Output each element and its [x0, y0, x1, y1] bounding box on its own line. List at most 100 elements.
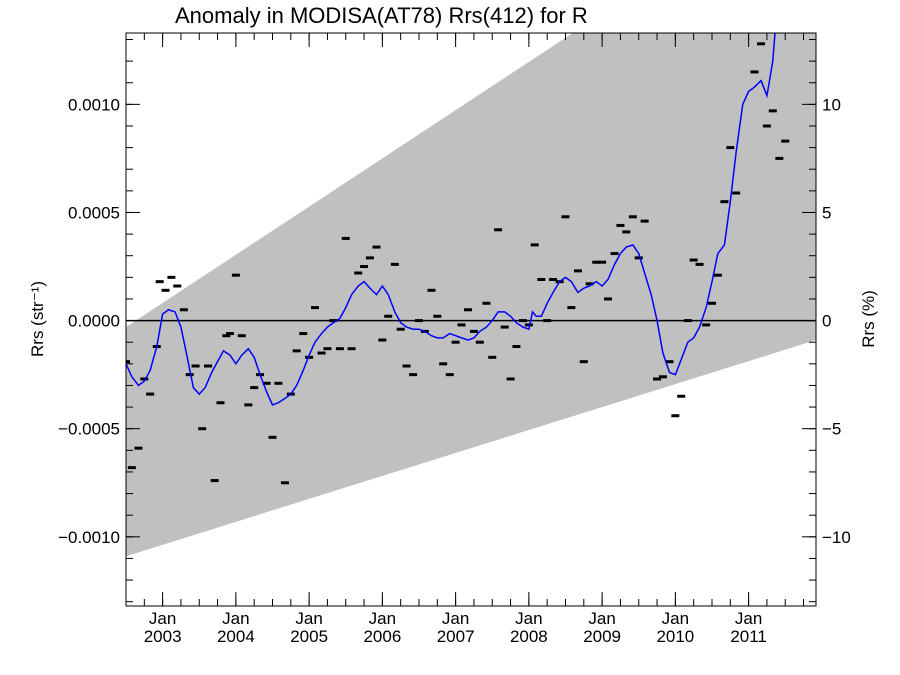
data-point: [567, 306, 576, 310]
data-point: [671, 414, 680, 418]
data-point: [140, 377, 149, 381]
x-tick-label-year: 2006: [363, 627, 401, 646]
axes: 0.0010 0.0005 0.0000 −0.0005 −0.0010 10 5 0 −5 −1…: [58, 33, 851, 646]
data-point: [433, 314, 442, 318]
data-point: [579, 360, 588, 364]
y-tick-label-right: −10: [822, 528, 851, 547]
x-tick-label-month: Jan: [149, 609, 176, 628]
data-point: [653, 377, 662, 381]
data-point: [250, 386, 259, 390]
x-tick-label-month: Jan: [442, 609, 469, 628]
data-point: [134, 446, 143, 450]
data-point: [677, 394, 686, 398]
data-point: [231, 273, 240, 277]
x-tick-label-year: 2003: [144, 627, 182, 646]
data-point: [204, 364, 213, 368]
data-point: [665, 360, 674, 364]
data-point: [488, 355, 497, 359]
data-point: [500, 325, 509, 329]
y-tick-label-right: 5: [822, 203, 831, 222]
data-point: [222, 334, 231, 338]
x-tick-label-year: 2005: [290, 627, 328, 646]
data-point: [360, 265, 369, 269]
data-point: [210, 479, 219, 483]
data-point: [543, 319, 552, 323]
data-point: [494, 228, 503, 232]
x-tick-label-month: Jan: [369, 609, 396, 628]
data-point: [506, 377, 515, 381]
data-point: [622, 230, 631, 234]
data-point: [689, 258, 698, 262]
data-point: [335, 347, 344, 351]
data-point: [262, 381, 271, 385]
data-point: [198, 427, 207, 431]
data-point: [592, 260, 601, 264]
data-point: [354, 271, 363, 275]
data-point: [414, 319, 423, 323]
data-point: [585, 282, 594, 286]
data-point: [451, 340, 460, 344]
data-point: [775, 156, 784, 160]
data-point: [610, 252, 619, 256]
data-point: [365, 256, 374, 260]
data-point: [317, 351, 326, 355]
plot-frame: [125, 32, 817, 607]
x-tick-label-year: 2007: [437, 627, 475, 646]
data-point: [573, 269, 582, 273]
data-point: [372, 245, 381, 249]
data-point: [439, 362, 448, 366]
y-tick-label-left: 0.0010: [68, 95, 120, 114]
data-point: [524, 323, 533, 327]
data-point: [402, 364, 411, 368]
data-point: [658, 375, 667, 379]
data-point: [720, 200, 729, 204]
x-tick-label-month: Jan: [662, 609, 689, 628]
y-tick-label-left: −0.0005: [58, 420, 120, 439]
data-point: [695, 262, 704, 266]
data-point: [409, 373, 418, 377]
data-point: [768, 109, 777, 113]
y-tick-label-left: −0.0010: [58, 528, 120, 547]
x-tick-label-month: Jan: [588, 609, 615, 628]
y-tick-label-right: 10: [822, 95, 841, 114]
x-tick-label-year: 2009: [583, 627, 621, 646]
x-tick-label-month: Jan: [515, 609, 542, 628]
data-point: [341, 236, 350, 240]
data-point: [268, 435, 277, 439]
data-point: [191, 364, 200, 368]
data-point: [598, 260, 607, 264]
data-point: [482, 301, 491, 305]
y-tick-label-left: 0.0005: [68, 203, 120, 222]
y-tick-label-right: 0: [822, 312, 831, 331]
data-point: [750, 70, 759, 74]
y-tick-label-left: 0.0000: [68, 312, 120, 331]
data-point: [244, 403, 253, 407]
data-point: [640, 219, 649, 223]
x-tick-label-year: 2010: [656, 627, 694, 646]
data-point: [292, 349, 301, 353]
data-point: [616, 223, 625, 227]
data-point: [469, 329, 478, 333]
data-point: [127, 466, 136, 470]
data-point: [329, 319, 338, 323]
data-point: [378, 338, 387, 342]
data-point: [707, 301, 716, 305]
x-tick-label-year: 2011: [730, 627, 767, 646]
data-point: [185, 373, 194, 377]
data-point: [216, 401, 225, 405]
data-point: [167, 275, 176, 279]
data-point: [464, 308, 473, 312]
data-point: [530, 243, 539, 247]
data-point: [323, 347, 332, 351]
data-point: [347, 347, 356, 351]
chart-title: Anomaly in MODISA(AT78) Rrs(412) for R: [175, 3, 588, 28]
data-point: [173, 284, 182, 288]
data-point: [161, 288, 170, 292]
data-point: [549, 277, 558, 281]
uncertainty-band: [126, 33, 816, 557]
x-tick-label-month: Jan: [735, 609, 762, 628]
data-point: [762, 124, 771, 128]
data-point: [126, 360, 130, 364]
x-tick-label-month: Jan: [295, 609, 322, 628]
data-point: [396, 327, 405, 331]
